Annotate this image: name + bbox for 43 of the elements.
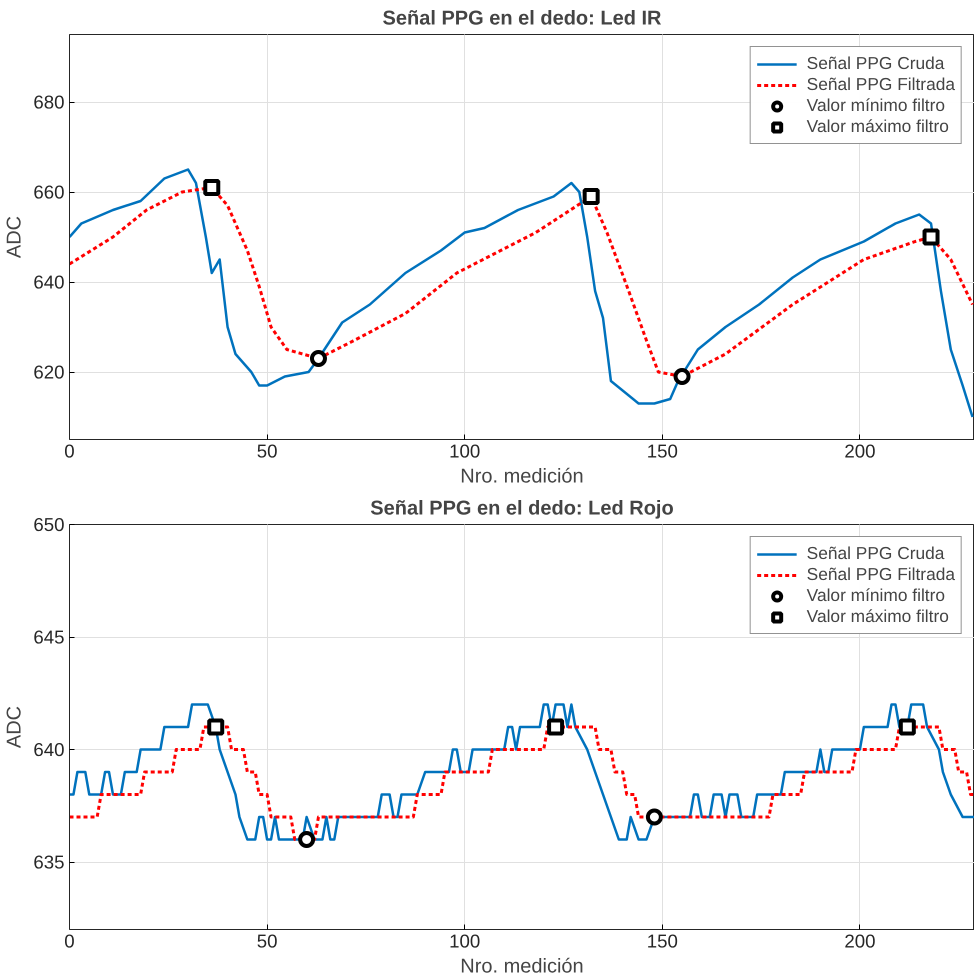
x-tick-label: 200 bbox=[844, 440, 876, 462]
line-series bbox=[70, 168, 974, 418]
point bbox=[298, 831, 316, 848]
point bbox=[646, 808, 663, 826]
x-tick-label: 0 bbox=[64, 930, 75, 952]
x-tick-label: 100 bbox=[449, 440, 480, 462]
y-tick-label: 640 bbox=[33, 739, 65, 760]
legend-label: Señal PPG Cruda bbox=[806, 53, 944, 74]
point bbox=[203, 179, 220, 196]
y-tick-label: 650 bbox=[33, 514, 65, 535]
legend-label: Valor máximo filtro bbox=[806, 116, 949, 137]
y-tick-label: 640 bbox=[33, 272, 65, 292]
y-tick-label: 660 bbox=[33, 182, 65, 202]
x-tick-label: 200 bbox=[844, 930, 876, 952]
x-axis-title: Nro. medición bbox=[460, 466, 584, 488]
x-tick-label: 150 bbox=[646, 440, 678, 462]
y-tick-label: 680 bbox=[33, 92, 65, 112]
chart-title: Señal PPG en el dedo: Led IR bbox=[382, 8, 662, 30]
legend-label: Señal PPG Filtrada bbox=[806, 74, 955, 95]
point bbox=[674, 368, 691, 385]
point bbox=[922, 228, 940, 246]
x-tick-label: 0 bbox=[64, 440, 75, 462]
point bbox=[898, 718, 916, 736]
x-tick-label: 100 bbox=[449, 930, 480, 952]
legend-label: Valor mínimo filtro bbox=[806, 95, 946, 116]
x-tick-label: 150 bbox=[646, 930, 678, 952]
x-axis-title: Nro. medición bbox=[460, 956, 584, 978]
y-tick-label: 635 bbox=[33, 852, 65, 872]
y-tick-label: 620 bbox=[33, 362, 65, 382]
legend-label: Valor mínimo filtro bbox=[806, 585, 946, 606]
y-axis-title: ADC bbox=[3, 216, 26, 258]
legend-label: Señal PPG Cruda bbox=[806, 543, 944, 564]
point bbox=[547, 718, 564, 736]
point bbox=[582, 188, 600, 205]
x-tick-label: 50 bbox=[256, 930, 278, 952]
x-tick-label: 50 bbox=[256, 440, 278, 462]
legend-label: Señal PPG Filtrada bbox=[806, 564, 955, 585]
point bbox=[207, 718, 224, 736]
chart-title: Señal PPG en el dedo: Led Rojo bbox=[370, 498, 674, 520]
point bbox=[310, 350, 327, 367]
y-axis-title: ADC bbox=[3, 706, 26, 748]
legend-label: Valor máximo filtro bbox=[806, 606, 949, 627]
y-tick-label: 645 bbox=[33, 626, 65, 648]
